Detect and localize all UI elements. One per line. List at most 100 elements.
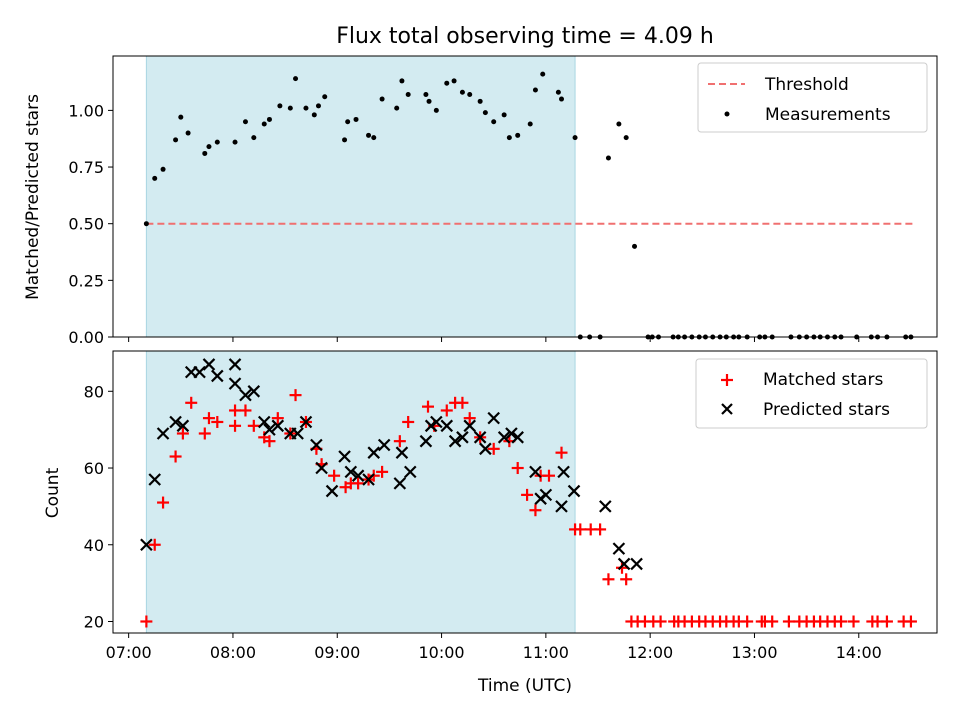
matched-star-point bbox=[202, 412, 215, 425]
measurement-point bbox=[451, 78, 457, 84]
measurement-point bbox=[399, 78, 405, 84]
matched-star-point bbox=[456, 396, 469, 409]
matched-star-point bbox=[766, 615, 779, 628]
x-tick-label: 10:00 bbox=[419, 643, 465, 662]
measurement-point bbox=[616, 121, 622, 127]
y-axis-label-top: Matched/Predicted stars bbox=[23, 94, 43, 300]
matched-star-point bbox=[239, 404, 252, 417]
predicted-star-point bbox=[257, 415, 271, 429]
measurement-point bbox=[152, 175, 158, 181]
predicted-star-point bbox=[599, 500, 612, 513]
matched-star-point bbox=[148, 538, 161, 551]
plot-frame-bottom bbox=[112, 350, 938, 634]
matched-stars-legend-label: Matched stars bbox=[763, 370, 883, 390]
predicted-star-point bbox=[193, 365, 206, 379]
predicted-star-point bbox=[247, 385, 261, 398]
x-tick-label: 11:00 bbox=[523, 643, 569, 662]
predicted-star-point bbox=[448, 434, 462, 448]
measurement-point bbox=[160, 166, 166, 172]
measurement-point bbox=[287, 105, 293, 111]
matched-star-point bbox=[594, 523, 607, 536]
matched-star-point bbox=[620, 573, 633, 586]
x-tick-label: 07:00 bbox=[106, 643, 152, 662]
measurement-point bbox=[394, 105, 400, 111]
predicted-star-point bbox=[612, 542, 626, 555]
legend-top: Threshold Measurements bbox=[697, 62, 928, 133]
measurement-point bbox=[206, 144, 212, 150]
matched-stars-legend-swatch bbox=[721, 374, 733, 386]
matched-star-point bbox=[402, 415, 415, 428]
y-tick-label: 40 bbox=[84, 536, 104, 555]
predicted-star-point bbox=[271, 419, 285, 433]
predicted-star-point bbox=[263, 423, 276, 436]
measurement-point bbox=[433, 107, 439, 113]
predicted-star-point bbox=[505, 427, 518, 440]
matched-star-point bbox=[741, 615, 754, 628]
predicted-star-point bbox=[338, 450, 351, 463]
predicted-star-point bbox=[567, 484, 581, 498]
predicted-star-point bbox=[362, 473, 375, 486]
predicted-star-point bbox=[228, 377, 242, 390]
measurement-point bbox=[423, 92, 429, 98]
predicted-star-point bbox=[497, 431, 511, 444]
predicted-stars-layer bbox=[140, 358, 643, 571]
measurement-point bbox=[242, 119, 248, 125]
measurements-legend-swatch bbox=[724, 111, 730, 117]
matched-star-point bbox=[463, 412, 476, 425]
predicted-star-point bbox=[555, 500, 568, 513]
measurement-point bbox=[444, 80, 450, 86]
measurement-point bbox=[173, 137, 179, 143]
predicted-star-point bbox=[325, 484, 339, 498]
matched-star-point bbox=[521, 488, 534, 501]
measurement-point bbox=[371, 135, 377, 141]
x-tick-label: 13:00 bbox=[731, 643, 777, 662]
y-axis-top: 0.00 0.25 0.50 0.75 1.00 bbox=[68, 101, 113, 347]
matched-star-point bbox=[602, 573, 615, 586]
measurement-point bbox=[266, 116, 272, 122]
matched-star-point bbox=[169, 450, 182, 463]
measurement-point bbox=[467, 92, 473, 98]
panel-bottom: 20 40 60 80 07:00 08:00 09:00 10:00 11:00 12:00 1… bbox=[43, 350, 938, 696]
predicted-star-point bbox=[315, 461, 328, 475]
predicted-star-point bbox=[403, 465, 417, 479]
x-axis-bottom: 07:00 08:00 09:00 10:00 11:00 12:00 13:00 14:00 bbox=[106, 633, 882, 662]
matched-star-point bbox=[198, 427, 211, 440]
predicted-star-point bbox=[487, 411, 500, 425]
matched-star-point bbox=[616, 561, 629, 574]
predicted-star-point bbox=[473, 431, 487, 444]
matched-star-point bbox=[511, 462, 524, 475]
matched-star-point bbox=[211, 415, 224, 428]
measurement-point bbox=[185, 130, 191, 136]
predicted-star-point bbox=[539, 488, 553, 502]
predicted-star-point bbox=[156, 427, 170, 440]
matched-star-point bbox=[542, 469, 555, 482]
predicted-star-point bbox=[228, 358, 242, 371]
measurement-point bbox=[311, 112, 317, 118]
measurement-point bbox=[515, 132, 521, 138]
measurement-point bbox=[405, 92, 411, 98]
measurement-point bbox=[342, 137, 348, 143]
matched-star-point bbox=[529, 504, 542, 517]
measurement-point bbox=[322, 94, 328, 100]
y-tick-label: 0.50 bbox=[68, 215, 104, 234]
x-tick-label: 14:00 bbox=[836, 643, 882, 662]
measurements-layer bbox=[143, 71, 914, 340]
measurement-point bbox=[426, 98, 432, 104]
matched-star-point bbox=[289, 389, 302, 402]
x-ticks-top bbox=[128, 337, 860, 342]
predicted-star-point bbox=[630, 557, 643, 571]
measurement-point bbox=[572, 135, 578, 141]
measurement-point bbox=[459, 89, 465, 95]
matched-star-point bbox=[176, 427, 189, 440]
predicted-star-point bbox=[176, 419, 190, 433]
predicted-star-point bbox=[169, 415, 182, 429]
measurement-point bbox=[345, 119, 351, 125]
y-tick-label: 80 bbox=[84, 382, 104, 401]
measurement-point bbox=[623, 135, 629, 141]
measurement-point bbox=[555, 89, 561, 95]
matched-star-point bbox=[185, 396, 198, 409]
matched-star-point bbox=[352, 477, 365, 490]
matched-star-point bbox=[555, 446, 568, 459]
predicted-star-point bbox=[440, 419, 454, 433]
y-tick-label: 0.25 bbox=[68, 271, 104, 290]
